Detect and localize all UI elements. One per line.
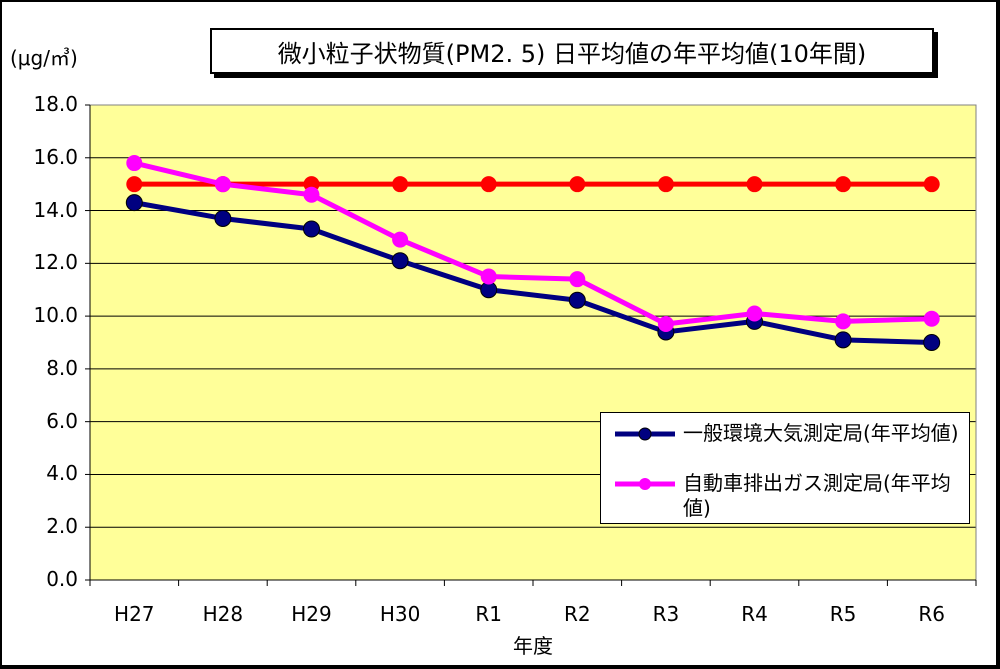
- chart-title-text: 微小粒子状物質(PM2. 5) 日平均値の年平均値(10年間): [277, 39, 867, 68]
- x-tick-label: H28: [202, 602, 244, 626]
- x-tick-label: R3: [652, 602, 680, 626]
- series-ambient-point: [125, 194, 143, 212]
- legend-swatch-ambient: [615, 427, 675, 441]
- series-roadside-point: [923, 310, 940, 327]
- chart-title: 微小粒子状物質(PM2. 5) 日平均値の年平均値(10年間): [210, 28, 934, 74]
- x-tick-label: R4: [741, 602, 768, 626]
- y-tick-label: 18.0: [33, 92, 78, 116]
- series-reference-point: [569, 176, 586, 193]
- series-roadside-point: [657, 316, 674, 333]
- series-ambient-point: [214, 209, 232, 227]
- series-ambient-point: [834, 331, 852, 349]
- y-tick-label: 10.0: [33, 303, 78, 328]
- y-tick-label: 2.0: [46, 514, 78, 539]
- series-roadside-point: [835, 313, 852, 330]
- y-unit-label: (μg/㎥): [10, 46, 78, 70]
- series-reference-point: [835, 176, 852, 193]
- y-tick-label: 16.0: [33, 144, 78, 169]
- y-tick-label: 14.0: [33, 197, 78, 222]
- y-tick-label: 12.0: [33, 250, 78, 275]
- y-tick-label: 4.0: [46, 461, 78, 486]
- series-ambient-line: [133, 200, 932, 345]
- y-tick-label: 6.0: [46, 408, 78, 433]
- series-roadside-point: [480, 268, 497, 285]
- series-reference-point: [392, 176, 409, 193]
- series-reference-point: [923, 176, 940, 193]
- x-tick-label: R5: [829, 602, 857, 626]
- series-reference-point: [126, 176, 143, 193]
- series-ambient-point: [923, 334, 941, 351]
- series-roadside-point: [303, 186, 320, 203]
- legend-swatch-roadside: [615, 478, 675, 490]
- x-tick-label: H27: [114, 602, 155, 626]
- series-reference-point: [480, 176, 497, 193]
- legend: 一般環境大気測定局(年平均値) 自動車排出ガス測定局(年平均値): [600, 412, 970, 524]
- series-reference-point: [746, 176, 763, 193]
- y-tick-label: 8.0: [46, 355, 78, 380]
- series-roadside-point: [569, 271, 586, 288]
- legend-label-roadside: 自動車排出ガス測定局(年平均値): [683, 471, 951, 520]
- x-tick-label: R2: [563, 602, 591, 626]
- x-tick-label: R6: [918, 602, 945, 626]
- series-roadside-point: [126, 155, 143, 172]
- x-tick-label: H29: [291, 602, 332, 626]
- x-tick-label: R1: [475, 602, 502, 626]
- x-axis-title: 年度: [513, 634, 553, 658]
- legend-label-ambient: 一般環境大気測定局(年平均値): [683, 421, 959, 445]
- y-tick-label: 0.0: [46, 567, 78, 591]
- series-ambient-point: [391, 252, 409, 270]
- x-tick-label: H30: [379, 602, 421, 626]
- series-roadside-point: [214, 176, 231, 193]
- series-roadside-point: [746, 305, 763, 322]
- series-reference-point: [657, 176, 674, 193]
- series-roadside-point: [392, 231, 409, 248]
- series-ambient-point: [303, 220, 320, 238]
- series-ambient-point: [568, 291, 586, 309]
- series-roadside-line: [133, 160, 932, 327]
